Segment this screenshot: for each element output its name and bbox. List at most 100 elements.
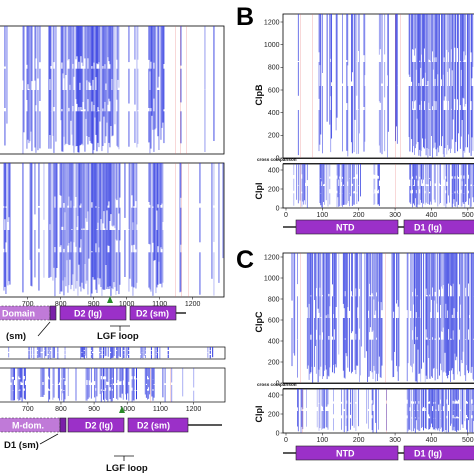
panel-b-bottom-band	[297, 164, 299, 186]
panel-b-top-band	[395, 14, 396, 142]
panel-c-bottom-band	[444, 389, 446, 433]
panel-b-top-band	[409, 86, 411, 152]
panel-a-top-band	[75, 26, 77, 60]
panel-c-top-band	[431, 318, 432, 377]
panel-b-top-band	[472, 14, 474, 67]
panel-b-top-band	[448, 14, 450, 53]
panel-a-top-band	[27, 26, 29, 85]
panel-a-bottom-band	[135, 252, 137, 289]
panel-c-top-band	[447, 318, 449, 379]
panel-b-top-band	[433, 14, 435, 58]
panel-a-bottom-band	[95, 163, 97, 207]
panel-a-bottom-band	[158, 163, 160, 262]
panel-c-heatmap-top	[291, 253, 474, 383]
panel-a-bottom-band	[79, 252, 81, 287]
panel-a-mini1-band	[212, 347, 214, 358]
panel-b-top-band	[432, 110, 433, 158]
panel-b-top-band	[351, 14, 352, 82]
panel-b-top-band	[457, 110, 459, 152]
panel-a-bottom-band	[115, 163, 117, 199]
panel-a-mini1-band	[50, 355, 52, 359]
panel-b-bottom-band	[336, 164, 338, 176]
panel-a-mini1-band	[116, 351, 118, 355]
panel-a-mini1-band	[83, 355, 85, 359]
panel-b-top-band	[363, 14, 365, 56]
panel-a-top-band	[49, 26, 51, 80]
panel-b-bottom-band	[324, 164, 325, 184]
panel-b-bottom-band	[420, 164, 422, 200]
panel-a-bottom-band	[97, 230, 99, 278]
panel-b-bottom-band	[320, 178, 322, 193]
panel-a-mini2-band	[148, 379, 150, 388]
panel-a-annotation-lgf-top: LGF loop	[97, 331, 139, 342]
panel-c-top-band	[378, 253, 379, 302]
panel-c-bottom-band	[408, 389, 410, 430]
panel-c-top-band	[322, 296, 324, 333]
panel-c-top-band	[372, 339, 374, 379]
panel-a-bottom-band	[93, 163, 95, 280]
panel-a-mini2-band	[110, 385, 112, 402]
panel-b-top-band	[318, 62, 320, 99]
panel-b-x-tick-label: 500	[462, 212, 474, 219]
panel-a-bottom-band	[159, 163, 161, 284]
panel-a-top-band	[96, 68, 98, 112]
panel-a-mini2-band	[12, 368, 14, 377]
panel-a-mini1-band	[104, 347, 106, 357]
panel-c-bottom-band	[462, 389, 464, 428]
panel-c-bottom-band	[346, 403, 348, 416]
panel-c-top-band	[429, 339, 431, 379]
panel-b-top-band	[450, 14, 451, 153]
panel-a-bottom-band	[68, 252, 70, 286]
panel-b-bottom-variance-line	[395, 164, 396, 208]
panel-b-bottom-band	[353, 164, 355, 178]
panel-a-annotation-lgf-bottom: LGF loop	[106, 463, 148, 474]
panel-b-bottom-band	[377, 193, 378, 205]
panel-c-top-band	[333, 318, 334, 365]
panel-a-top-band	[180, 111, 182, 144]
panel-c: C ClpC ClpI cross comparison 02004006008…	[236, 246, 474, 461]
panel-b-top-band	[470, 110, 472, 156]
panel-a-top-band	[63, 90, 65, 137]
panel-b-bottom-band	[301, 178, 303, 192]
panel-a-mini1-band	[156, 347, 158, 353]
panel-b-bottom-band	[458, 193, 459, 205]
panel-a-mini1-band	[57, 353, 59, 359]
panel-a-top-band	[163, 68, 165, 110]
panel-a-mini1-band	[102, 351, 104, 355]
panel-b-top-band	[379, 110, 381, 153]
panel-a-bottom-band	[103, 163, 105, 212]
panel-a-bottom-band	[55, 163, 57, 278]
panel-a-bottom-band	[48, 163, 50, 278]
panel-c-x-tick-label: 200	[353, 437, 365, 444]
panel-c-bottom-band	[455, 418, 457, 431]
panel-c-bottom-band	[301, 411, 303, 427]
panel-a-mini2-band	[116, 385, 118, 399]
panel-c-top-band	[440, 318, 441, 364]
panel-a-bottom-band	[91, 163, 93, 203]
panel-b-bottom-band	[437, 164, 439, 207]
panel-b-bottom-band	[343, 164, 345, 205]
panel-c-bottom-band	[469, 411, 471, 433]
panel-a-mini2-band	[107, 385, 109, 402]
panel-b-top-band	[434, 14, 436, 79]
panel-a-bottom-band	[50, 163, 52, 277]
panel-c-top-band	[430, 318, 432, 379]
panel-a-mini2-band	[147, 368, 148, 377]
panel-a-bottom-band	[91, 252, 93, 294]
panel-b-top-band	[470, 62, 472, 102]
panel-c-bottom-band	[448, 411, 450, 433]
panel-a-mini2-band	[53, 368, 55, 398]
panel-b-top-band	[468, 14, 469, 135]
panel-a-top-band	[91, 68, 93, 102]
panel-a-top-band	[109, 26, 111, 65]
panel-a-bottom-band	[94, 163, 96, 280]
panel-c-bottom-band	[347, 389, 349, 432]
panel-b-top-band	[435, 110, 437, 150]
panel-b-top-band	[419, 62, 421, 105]
panel-a-top-variance-line	[180, 26, 181, 154]
panel-c-top-band	[468, 339, 469, 374]
panel-a-mini1-band	[100, 351, 102, 355]
panel-b-bottom-band	[424, 178, 426, 191]
panel-a-mini1-band	[111, 347, 113, 359]
panel-b-top-band	[447, 14, 449, 72]
